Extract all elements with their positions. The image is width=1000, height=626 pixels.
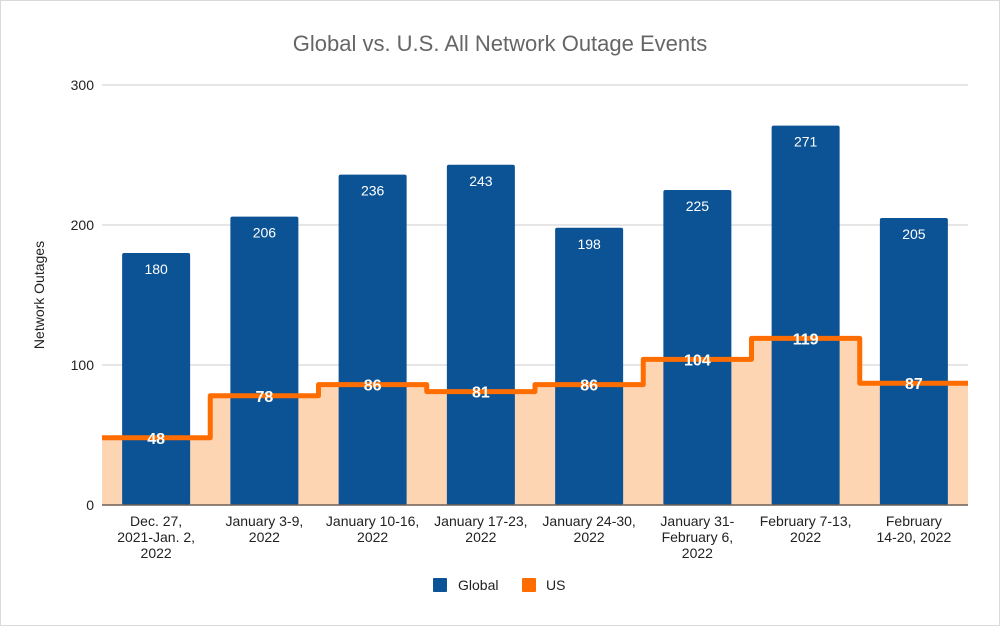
bar-global bbox=[555, 227, 624, 506]
data-label-global: 225 bbox=[686, 198, 710, 214]
x-tick-label: January 31-February 6, 2022 bbox=[660, 513, 734, 561]
bar-global bbox=[446, 164, 515, 506]
legend-swatch-global bbox=[433, 578, 447, 592]
y-axis-label: Network Outages bbox=[31, 241, 47, 349]
us-step-line bbox=[102, 335, 968, 441]
us-area bbox=[102, 338, 968, 505]
x-tick-label: Dec. 27, 2021-Jan. 2, 2022 bbox=[117, 513, 195, 561]
data-label-global: 271 bbox=[794, 134, 818, 150]
data-label-global: 236 bbox=[361, 183, 385, 199]
data-label-us: 119 bbox=[793, 331, 819, 348]
chart-title: Global vs. U.S. All Network Outage Event… bbox=[293, 31, 708, 56]
data-label-us: 78 bbox=[255, 389, 273, 406]
bar-global bbox=[122, 253, 191, 505]
legend: Global US bbox=[433, 577, 565, 593]
legend-swatch-us bbox=[522, 578, 536, 592]
data-label-global: 205 bbox=[902, 226, 926, 242]
bar-global bbox=[230, 216, 299, 505]
data-label-global: 206 bbox=[253, 225, 277, 241]
x-tick-label: January 24-30, 2022 bbox=[542, 513, 635, 545]
data-label-global: 243 bbox=[469, 173, 493, 189]
x-tick-label: January 17-23, 2022 bbox=[434, 513, 527, 545]
data-label-us: 87 bbox=[905, 376, 923, 393]
y-tick-label: 0 bbox=[86, 497, 94, 513]
data-label-us: 86 bbox=[580, 378, 598, 395]
x-tick-label: February 14-20, 2022 bbox=[877, 513, 952, 545]
y-tick-label: 100 bbox=[71, 357, 95, 373]
y-tick-label: 200 bbox=[71, 217, 95, 233]
data-label-us: 48 bbox=[147, 431, 165, 448]
bar-global bbox=[771, 125, 840, 505]
data-label-global: 198 bbox=[577, 236, 601, 252]
bar-global bbox=[338, 174, 407, 505]
bar-global bbox=[663, 190, 732, 505]
legend-label-global: Global bbox=[458, 577, 498, 593]
data-label-global: 180 bbox=[144, 261, 168, 277]
data-label-us: 86 bbox=[364, 378, 382, 395]
x-tick-label: January 10-16, 2022 bbox=[326, 513, 419, 545]
x-tick-label: January 3-9, 2022 bbox=[225, 513, 303, 545]
bar-global bbox=[879, 218, 948, 505]
data-label-us: 81 bbox=[472, 385, 490, 402]
legend-label-us: US bbox=[546, 577, 565, 593]
data-label-us: 104 bbox=[684, 352, 711, 369]
y-tick-label: 300 bbox=[71, 77, 95, 93]
x-tick-label: February 7-13, 2022 bbox=[760, 513, 852, 545]
